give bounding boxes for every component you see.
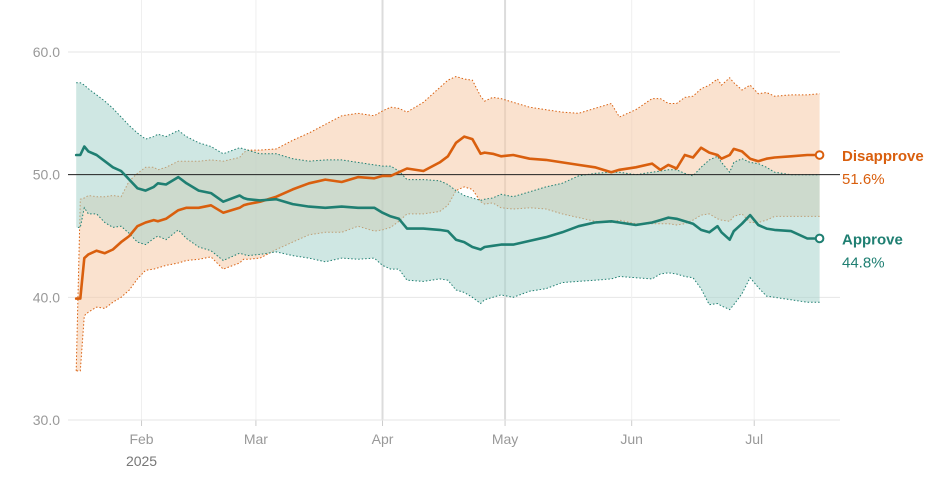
x-tick-label: Jun [620,431,643,447]
approve-confidence-band [76,82,820,310]
x-tick-label: Mar [244,431,268,447]
disapprove-value-label: 51.6% [842,171,885,188]
x-tick-label: Apr [372,431,394,447]
x-year-label: 2025 [126,453,157,469]
approve-value-label: 44.8% [842,254,885,271]
series-end-labels: Disapprove 51.6% Approve 44.8% [842,148,924,271]
disapprove-label: Disapprove [842,148,924,165]
x-tick-label: Feb [129,431,153,447]
y-tick-label: 60.0 [33,44,60,60]
axis-labels: 30.0 40.0 50.0 60.0 Feb Mar Apr May Jun Jul 2025 [33,44,763,469]
approve-line [74,145,821,251]
y-tick-label: 50.0 [33,167,60,183]
series-lines [74,135,825,300]
y-tick-label: 30.0 [33,412,60,428]
x-tick-label: May [492,431,518,447]
disapprove-band-upper-edge [75,75,820,371]
x-tick-label: Jul [745,431,763,447]
approve-band-lower-edge [76,206,820,311]
confidence-bands [75,75,820,372]
disapprove-line [74,135,821,300]
approve-end-marker [814,233,825,244]
approve-label: Approve [842,231,903,248]
y-tick-label: 40.0 [33,289,60,305]
disapprove-end-marker [814,150,825,160]
approve-band-upper-edge [76,82,820,201]
